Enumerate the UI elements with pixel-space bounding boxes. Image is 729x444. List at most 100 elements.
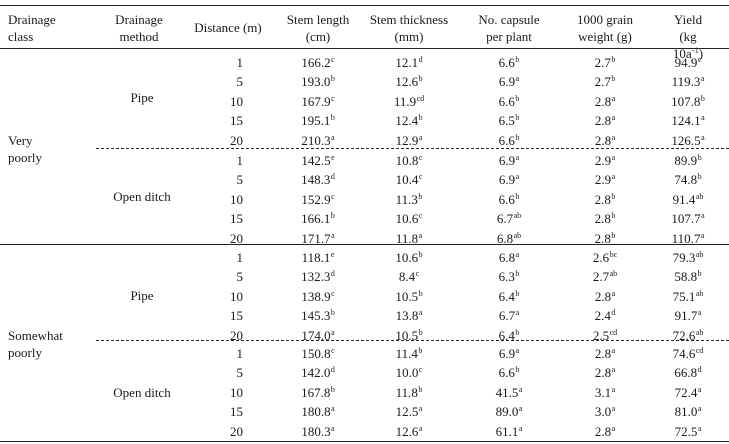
stem-thickness-cell: 12.6b [395,73,422,90]
significance-letter: b [515,288,520,298]
cell-value: 180.8 [301,404,331,420]
significance-letter: a [418,423,423,433]
cell-value: 12.6 [395,423,419,439]
significance-letter: b [611,55,616,64]
cell-value: 166.1 [301,211,331,227]
cell-value: 6.4 [498,327,515,343]
cell-value: 118.1 [301,250,331,265]
class-line: Very [8,133,33,148]
drainage-method-label: Pipe [130,288,154,303]
significance-letter: a [701,113,705,123]
capsule-cell: 6.9a [499,73,519,90]
significance-letter: c [415,269,420,279]
significance-letter: a [697,423,702,433]
cell-value: 142.0 [301,365,331,381]
distance-cell: 5 [237,73,244,90]
grain-weight-cell: 2.8a [595,288,615,305]
cell-value: 11.9 [393,93,417,109]
cell-value: 10.8 [395,153,419,168]
cell-value: 11.8 [395,230,419,246]
significance-letter: a [515,250,520,259]
significance-letter: c [418,365,423,375]
cell-value: 6.8 [498,250,516,265]
significance-letter: d [697,365,702,375]
cell-value: 6.6 [498,93,515,109]
header-line: weight (g) [578,29,632,44]
significance-letter: a [518,423,523,433]
significance-letter: b [515,327,520,337]
distance-cell: 1 [237,249,244,266]
significance-letter: b [611,230,616,240]
cell-value: 74.8 [674,172,698,188]
capsule-cell: 6.5b [499,112,520,129]
cell-value: 6.4 [498,288,515,304]
distance-cell: 1 [237,54,244,71]
significance-letter: c [331,55,335,64]
significance-letter: e [330,250,335,259]
stem-length-cell: 138.9c [301,288,334,305]
cell-value: 12.6 [395,74,419,90]
distance-cell: 20 [230,327,243,344]
stem-thickness-cell: 12.1d [395,54,422,71]
cell-value: 1 [236,55,244,70]
cell-value: 6.6 [498,191,515,207]
stem-thickness-cell: 10.5b [395,288,422,305]
drainage-method-label: Open ditch [113,385,171,400]
grain-weight-cell: 2.9a [595,152,615,169]
cell-value: 61.1 [495,423,519,439]
cell-value: 1 [236,153,244,168]
significance-letter: b [330,113,335,123]
significance-letter: b [418,250,423,259]
grain-weight-cell: 2.5cd [593,327,617,344]
header-grain-weight: 1000 grain weight (g) [577,11,633,45]
significance-letter: b [515,365,520,375]
class-line: Somewhat [8,328,63,343]
cell-value: 1 [236,250,244,265]
stem-thickness-cell: 11.8b [396,384,423,401]
grain-weight-cell: 3.1a [595,384,615,401]
cell-value: 15 [230,404,243,420]
cell-value: 6.9 [498,172,516,188]
cell-value: 13.8 [395,308,419,324]
cell-value: 2.8 [594,113,612,129]
cell-value: 15 [230,308,243,324]
significance-letter: bc [609,250,618,259]
yield-cell: 126.5a [671,132,704,149]
stem-length-cell: 145.3b [301,307,335,324]
cell-value: 72.4 [674,384,698,400]
significance-letter: a [700,230,705,240]
significance-letter: a [418,404,423,414]
capsule-cell: 6.7ab [497,210,521,227]
significance-letter: b [418,346,423,355]
significance-letter: a [611,172,616,182]
significance-letter: b [418,74,423,84]
capsule-cell: 6.8a [499,249,519,266]
grain-weight-cell: 2.4d [595,307,616,324]
yield-cell: 89.9b [674,152,701,169]
significance-letter: d [418,55,423,64]
grain-weight-cell: 2.7b [595,73,616,90]
distance-cell: 20 [230,423,243,440]
grain-weight-cell: 2.8a [595,132,615,149]
header-capsules: No. capsule per plant [478,11,539,45]
grain-weight-cell: 2.7ab [593,268,617,285]
cell-value: 6.9 [498,74,516,90]
stem-thickness-cell: 10.8c [396,152,423,169]
cell-value: 150.8 [301,346,331,361]
group-divider [0,244,729,245]
stem-length-cell: 142.5e [301,152,334,169]
cell-value: 15 [230,211,243,227]
cell-value: 5 [236,365,244,381]
significance-letter: c [331,288,335,298]
significance-letter: a [331,404,335,414]
distance-cell: 10 [230,288,243,305]
cell-value: 2.6 [592,250,610,265]
significance-letter: d [330,269,335,279]
yield-cell: 72.4a [675,384,702,401]
significance-letter: a [701,211,705,221]
stem-length-cell: 180.8a [301,403,334,420]
cell-value: 2.8 [594,288,612,304]
distance-cell: 10 [230,93,243,110]
stem-thickness-cell: 10.0c [396,364,423,381]
header-line: Stem thickness [369,12,449,27]
